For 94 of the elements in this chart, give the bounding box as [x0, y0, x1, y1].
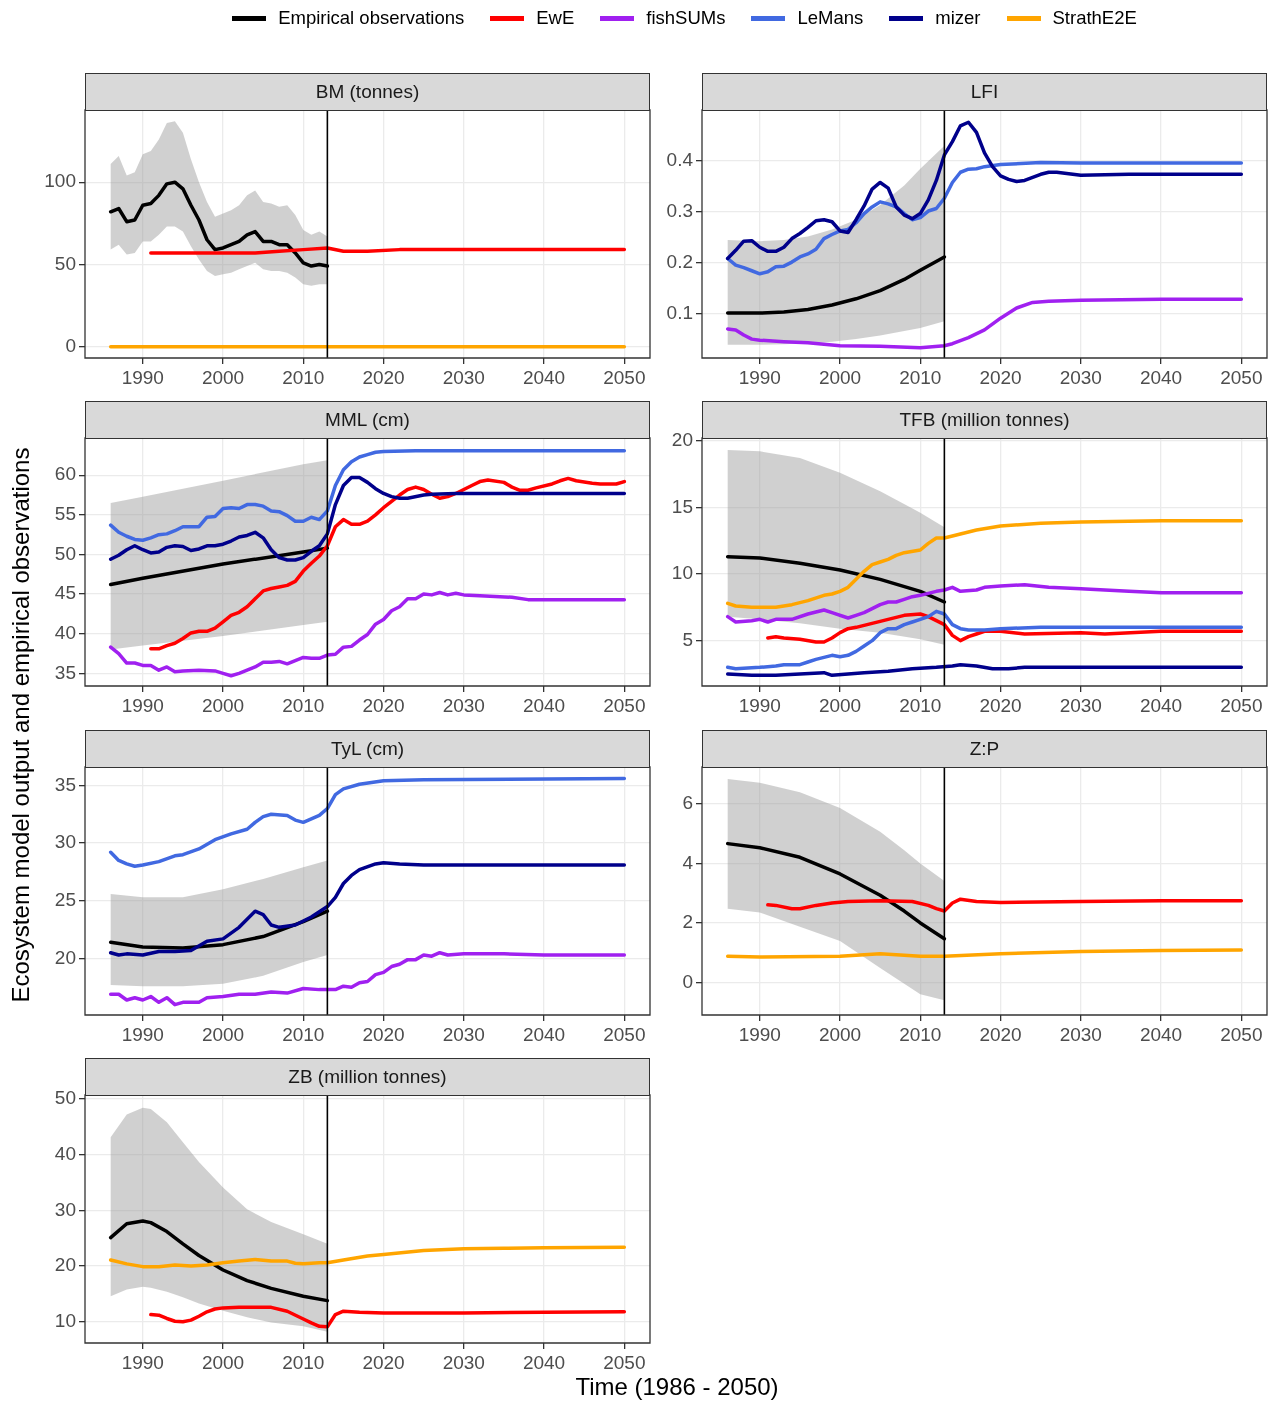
y-tick-label: 100 — [44, 170, 76, 192]
x-tick-label: 2040 — [1139, 694, 1183, 716]
y-tick-label: 0 — [65, 334, 76, 356]
x-tick-label: 1990 — [121, 366, 164, 388]
x-tick-label: 2020 — [362, 1023, 405, 1045]
chart-title: BM (tonnes) — [315, 81, 420, 103]
y-tick-label: 60 — [54, 463, 76, 485]
y-tick-label: 25 — [54, 889, 76, 911]
y-tick-label: 0.3 — [666, 200, 693, 222]
y-tick-label: 4 — [682, 851, 694, 873]
chart-title: LFI — [970, 81, 999, 103]
x-tick-label: 2040 — [1139, 366, 1183, 388]
y-tick-label: 20 — [54, 946, 76, 968]
x-tick-label: 2030 — [1059, 366, 1102, 388]
x-tick-label: 2010 — [899, 366, 942, 388]
x-tick-label: 1990 — [121, 1023, 164, 1045]
x-tick-label: 2010 — [899, 1023, 942, 1045]
x-tick-label: 2050 — [1220, 366, 1263, 388]
y-tick-label: 0.1 — [666, 302, 693, 324]
chart-title: TyL (cm) — [330, 738, 405, 760]
y-tick-label: 50 — [54, 542, 76, 564]
x-tick-label: 2020 — [979, 694, 1022, 716]
x-tick-label: 2010 — [282, 1023, 325, 1045]
y-tick-label: 30 — [54, 1198, 76, 1220]
x-tick-label: 2000 — [818, 1023, 862, 1045]
x-tick-label: 2010 — [899, 694, 942, 716]
legend-label: mizer — [935, 7, 981, 29]
y-tick-label: 10 — [671, 562, 693, 584]
y-tick-label: 35 — [54, 661, 76, 683]
x-tick-label: 2030 — [442, 1351, 485, 1373]
x-tick-label: 2010 — [282, 1351, 325, 1373]
legend-label: fishSUMs — [646, 7, 726, 29]
chart-title: Z:P — [969, 738, 1000, 760]
x-tick-label: 2030 — [1059, 1023, 1102, 1045]
x-tick-label: 2040 — [522, 694, 566, 716]
x-tick-label: 1990 — [121, 694, 164, 716]
x-tick-label: 2020 — [362, 694, 405, 716]
x-tick-label: 2030 — [1059, 694, 1102, 716]
x-tick-label: 2000 — [201, 1351, 245, 1373]
y-tick-label: 50 — [54, 1087, 76, 1109]
legend-label: LeMans — [797, 7, 864, 29]
x-tick-label: 2020 — [979, 1023, 1022, 1045]
y-tick-label: 45 — [54, 582, 76, 604]
y-tick-label: 15 — [671, 495, 693, 517]
legend-label: EwE — [536, 7, 575, 29]
x-tick-label: 2010 — [282, 694, 325, 716]
y-tick-label: 50 — [54, 252, 76, 274]
x-tick-label: 2050 — [603, 1023, 646, 1045]
y-tick-label: 5 — [682, 628, 693, 650]
y-tick-label: 20 — [54, 1254, 76, 1276]
y-tick-label: 55 — [54, 503, 76, 525]
legend-label: StrathE2E — [1052, 7, 1137, 29]
x-tick-label: 2040 — [522, 1351, 566, 1373]
x-tick-label: 2050 — [1220, 1023, 1263, 1045]
y-tick-label: 0.2 — [666, 251, 693, 273]
x-tick-label: 1990 — [121, 1351, 164, 1373]
y-axis-title: Ecosystem model output and empirical observations — [7, 446, 35, 1005]
x-tick-label: 1990 — [738, 694, 781, 716]
x-tick-label: 2000 — [201, 366, 245, 388]
chart-title: MML (cm) — [325, 409, 410, 431]
x-tick-label: 2020 — [979, 366, 1022, 388]
x-tick-label: 2050 — [603, 1351, 646, 1373]
x-tick-label: 2010 — [282, 366, 325, 388]
y-tick-label: 10 — [54, 1310, 76, 1332]
x-tick-label: 2040 — [1139, 1023, 1183, 1045]
y-tick-label: 35 — [54, 773, 76, 795]
x-tick-label: 2000 — [201, 1023, 245, 1045]
chart-title: TFB (million tonnes) — [899, 409, 1070, 431]
x-tick-label: 2020 — [362, 1351, 405, 1373]
y-tick-label: 2 — [682, 911, 693, 933]
chart-title: ZB (million tonnes) — [288, 1066, 447, 1088]
y-tick-label: 30 — [54, 831, 76, 853]
x-tick-label: 2040 — [522, 1023, 566, 1045]
x-tick-label: 2040 — [522, 366, 566, 388]
x-tick-label: 2020 — [362, 366, 405, 388]
x-tick-label: 2030 — [442, 1023, 485, 1045]
y-tick-label: 0 — [682, 970, 693, 992]
x-tick-label: 2000 — [818, 694, 862, 716]
x-tick-label: 2050 — [1220, 694, 1263, 716]
y-tick-label: 0.4 — [666, 149, 694, 171]
y-tick-label: 40 — [54, 621, 76, 643]
x-tick-label: 2000 — [201, 694, 245, 716]
x-tick-label: 2050 — [603, 366, 646, 388]
x-tick-label: 2030 — [442, 694, 485, 716]
x-tick-label: 2050 — [603, 694, 646, 716]
legend-label: Empirical observations — [278, 7, 465, 29]
y-tick-label: 20 — [671, 428, 693, 450]
x-tick-label: 2000 — [818, 366, 862, 388]
y-tick-label: 40 — [54, 1142, 76, 1164]
x-tick-label: 2030 — [442, 366, 485, 388]
x-tick-label: 1990 — [738, 1023, 781, 1045]
x-tick-label: 1990 — [738, 366, 781, 388]
x-axis-title: Time (1986 - 2050) — [574, 1373, 780, 1401]
y-tick-label: 6 — [682, 792, 693, 814]
